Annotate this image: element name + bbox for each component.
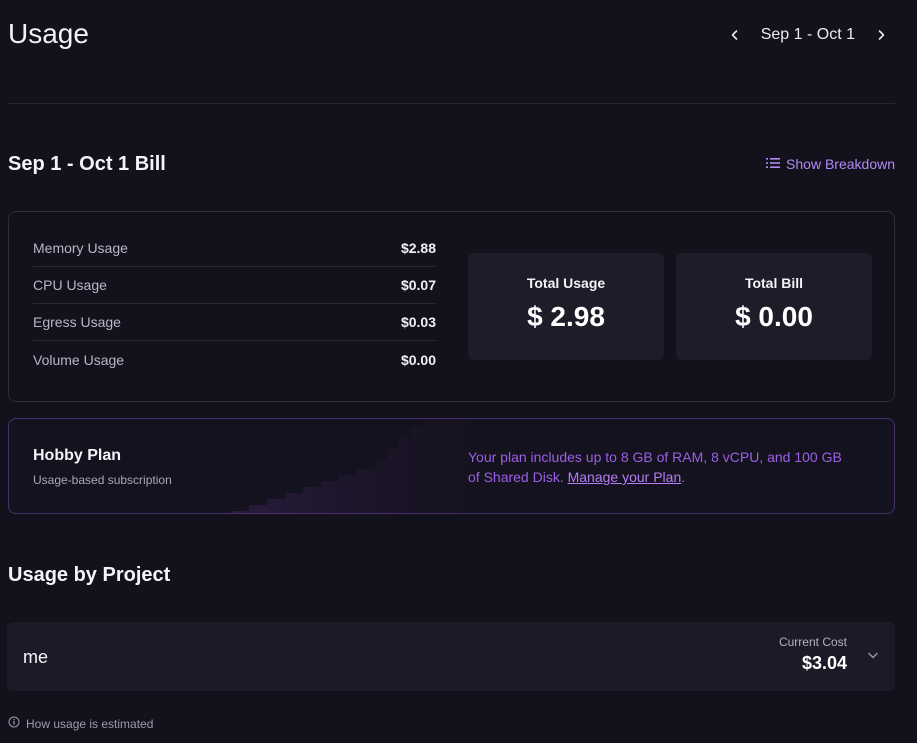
- bill-row-label: CPU Usage: [33, 277, 107, 293]
- plan-card: Hobby Plan Usage-based subscription Your…: [8, 418, 895, 514]
- bill-row-value: $2.88: [400, 240, 436, 256]
- date-range-nav: Sep 1 - Oct 1: [725, 25, 891, 45]
- plan-subtitle: Usage-based subscription: [33, 473, 172, 487]
- bill-title: Sep 1 - Oct 1 Bill: [8, 153, 166, 175]
- bill-row-cpu: CPU Usage $0.07: [33, 267, 436, 304]
- chevron-left-icon[interactable]: [725, 25, 745, 45]
- project-row[interactable]: me Current Cost $3.04: [7, 622, 895, 691]
- show-breakdown-button[interactable]: Show Breakdown: [766, 156, 895, 172]
- bill-row-label: Egress Usage: [33, 314, 121, 330]
- current-cost-label: Current Cost: [778, 635, 847, 649]
- date-range-label: Sep 1 - Oct 1: [760, 26, 855, 43]
- chevron-right-icon[interactable]: [871, 25, 891, 45]
- usage-estimate-label: How usage is estimated: [26, 716, 154, 731]
- info-circle-icon: [8, 716, 20, 731]
- bill-row-value: $0.00: [400, 351, 436, 368]
- bill-row-label: Volume Usage: [33, 351, 125, 368]
- manage-plan-link[interactable]: Manage your Plan: [567, 469, 682, 485]
- usage-estimate-note[interactable]: How usage is estimated: [8, 716, 153, 731]
- chevron-down-icon[interactable]: [867, 648, 879, 666]
- bill-row-egress: Egress Usage $0.03: [33, 304, 436, 341]
- show-breakdown-label: Show Breakdown: [786, 156, 895, 172]
- current-cost-value: $3.04: [801, 653, 847, 673]
- project-cost: Current Cost $3.04: [779, 635, 847, 674]
- total-usage-label: Total Usage: [526, 275, 606, 291]
- total-bill-box: Total Bill $ 0.00: [676, 253, 872, 360]
- bill-row-label: Memory Usage: [33, 240, 128, 256]
- plan-description-end: .: [681, 469, 686, 485]
- total-usage-box: Total Usage $ 2.98: [468, 253, 664, 360]
- plan-name: Hobby Plan: [33, 447, 122, 464]
- bill-summary-card: Memory Usage $2.88 CPU Usage $0.07 Egres…: [8, 211, 895, 402]
- header-divider: [8, 103, 895, 104]
- list-icon: [766, 156, 781, 172]
- bill-row-value: $0.07: [400, 277, 436, 293]
- plan-description-text: Your plan includes up to 8 GB of RAM, 8 …: [468, 449, 842, 485]
- bill-row-value: $0.03: [400, 314, 436, 330]
- page-title: Usage: [8, 18, 89, 49]
- total-bill-value: $ 0.00: [735, 301, 813, 332]
- total-usage-value: $ 2.98: [527, 301, 605, 332]
- total-bill-label: Total Bill: [744, 275, 804, 291]
- project-name: me: [23, 647, 49, 667]
- plan-description: Your plan includes up to 8 GB of RAM, 8 …: [468, 447, 848, 487]
- bill-row-memory: Memory Usage $2.88: [33, 230, 436, 267]
- usage-by-project-title: Usage by Project: [8, 564, 171, 586]
- staircase-graphic: [231, 419, 471, 513]
- bill-line-items: Memory Usage $2.88 CPU Usage $0.07 Egres…: [33, 230, 436, 378]
- bill-row-volume: Volume Usage $0.00: [33, 341, 436, 378]
